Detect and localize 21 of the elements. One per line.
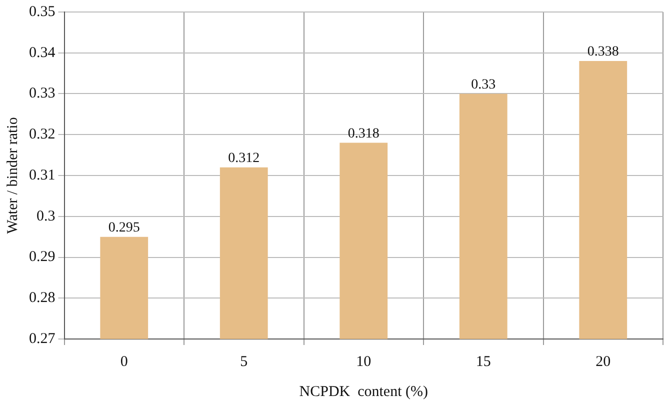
- data-label: 0.312: [228, 150, 260, 166]
- y-tick-label: 0.32: [29, 126, 56, 143]
- data-label: 0.318: [348, 126, 380, 142]
- y-tick-label: 0.35: [29, 4, 56, 20]
- y-tick-label: 0.34: [29, 44, 56, 61]
- data-label: 0.338: [587, 44, 619, 60]
- data-label: 0.295: [108, 220, 140, 236]
- x-tick-label: 20: [596, 354, 611, 370]
- x-tick-label: 10: [356, 354, 372, 370]
- y-tick-label: 0.33: [29, 86, 56, 102]
- y-tick-label: 0.29: [29, 249, 56, 266]
- x-tick-label: 15: [476, 354, 491, 370]
- y-tick-label: 0.31: [29, 167, 56, 184]
- data-label: 0.33: [471, 77, 496, 92]
- x-tick-label: 5: [240, 354, 248, 370]
- y-tick-label: 0.28: [29, 290, 56, 306]
- x-axis-title: NCPDK content (%): [299, 384, 428, 400]
- x-tick-label: 0: [120, 354, 128, 370]
- y-axis-title: Water / binder ratio: [4, 117, 21, 234]
- y-tick-label: 0.27: [29, 330, 56, 347]
- y-tick-label: 0.3: [36, 208, 56, 224]
